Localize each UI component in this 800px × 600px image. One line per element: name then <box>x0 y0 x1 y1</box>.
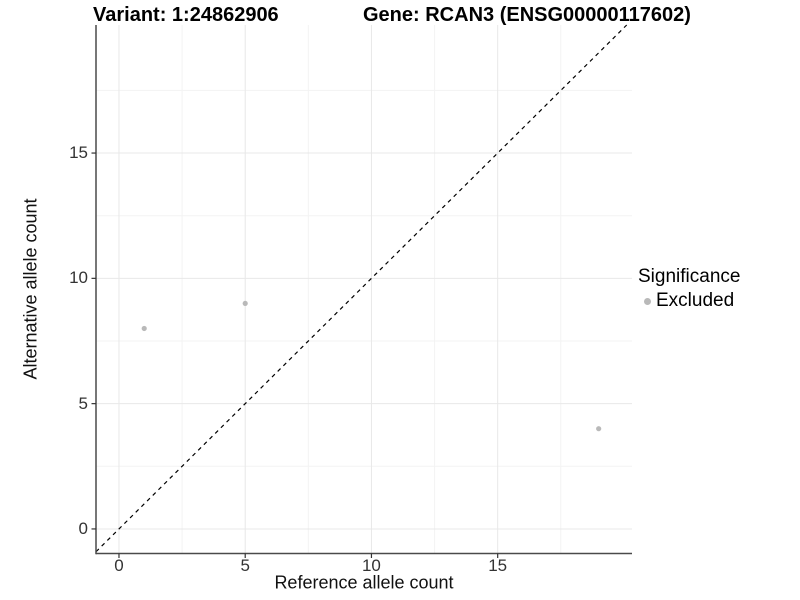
y-axis-title: Alternative allele count <box>20 198 41 380</box>
legend: Significance Excluded <box>638 266 740 312</box>
y-tick-label: 5 <box>78 393 88 413</box>
x-axis-title: Reference allele count <box>274 572 454 593</box>
x-tick-label: 5 <box>240 556 250 575</box>
plot-title-variant: Variant: 1:24862906 <box>93 4 279 26</box>
x-tick-label: 15 <box>488 556 508 575</box>
legend-item-excluded: Excluded <box>644 290 740 312</box>
data-point <box>141 325 147 332</box>
legend-title: Significance <box>638 266 741 287</box>
x-tick-label: 10 <box>361 556 381 575</box>
legend-point-icon <box>644 297 651 305</box>
y-tick-label: 10 <box>69 268 88 288</box>
plot-title-gene: Gene: RCAN3 (ENSG00000117602) <box>363 4 691 26</box>
data-point <box>242 300 248 307</box>
data-point <box>596 426 602 432</box>
legend-item-label: Excluded <box>656 290 735 311</box>
identity-line <box>95 24 628 553</box>
y-tick-label: 15 <box>69 143 88 163</box>
y-tick-label: 0 <box>78 518 88 538</box>
x-tick-label: 0 <box>114 556 124 575</box>
